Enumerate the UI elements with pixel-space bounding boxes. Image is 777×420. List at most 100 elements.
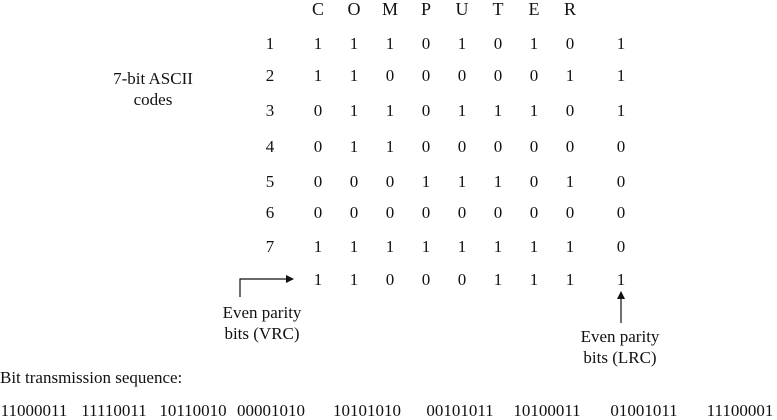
bit-cell: 1	[385, 34, 395, 53]
sequence-byte: 10100011	[513, 401, 581, 420]
ascii-label-line-1: 7-bit ASCII	[113, 69, 193, 88]
row-number: 7	[265, 237, 275, 256]
vrc-bit: 1	[349, 270, 359, 289]
sequence-byte: 11000011	[0, 401, 68, 420]
bit-cell: 1	[421, 172, 431, 191]
bit-cell: 0	[349, 203, 359, 222]
vrc-bit: 1	[493, 270, 503, 289]
bit-cell: 0	[385, 172, 395, 191]
bit-cell: 0	[565, 101, 575, 120]
column-letter: O	[347, 0, 361, 19]
bit-cell: 0	[421, 101, 431, 120]
bit-cell: 0	[349, 172, 359, 191]
vrc-bit: 1	[313, 270, 323, 289]
bit-cell: 0	[421, 66, 431, 85]
vrc-arrow	[239, 275, 294, 297]
bit-cell: 1	[313, 34, 323, 53]
bit-cell: 1	[385, 237, 395, 256]
bit-cell: 1	[349, 237, 359, 256]
bit-cell: 1	[385, 101, 395, 120]
bit-cell: 0	[529, 137, 539, 156]
bit-cell: 1	[529, 34, 539, 53]
bit-cell: 0	[385, 66, 395, 85]
bit-cell: 1	[565, 66, 575, 85]
vrc-bit: 1	[616, 270, 626, 289]
bit-cell: 1	[349, 66, 359, 85]
bit-cell: 0	[565, 203, 575, 222]
bit-cell: 0	[565, 137, 575, 156]
lrc-bit: 1	[616, 34, 626, 53]
bit-cell: 0	[493, 66, 503, 85]
lrc-label-line-1: Even parity	[580, 327, 660, 346]
bit-cell: 1	[457, 237, 467, 256]
column-letter: M	[381, 0, 399, 19]
bit-cell: 0	[313, 137, 323, 156]
bit-cell: 1	[313, 237, 323, 256]
bit-cell: 0	[385, 203, 395, 222]
vrc-bit: 0	[421, 270, 431, 289]
vrc-bit: 1	[565, 270, 575, 289]
sequence-byte: 00001010	[237, 401, 305, 420]
sequence-byte: 11110011	[81, 401, 147, 420]
vrc-label-line-2: bits (VRC)	[224, 324, 300, 344]
vrc-bit: 0	[385, 270, 395, 289]
bit-cell: 0	[493, 203, 503, 222]
sequence-byte: 10101010	[333, 401, 401, 420]
bit-cell: 0	[421, 203, 431, 222]
row-number: 5	[265, 172, 275, 191]
bit-cell: 1	[349, 101, 359, 120]
bit-cell: 1	[421, 237, 431, 256]
bit-cell: 1	[457, 172, 467, 191]
bit-cell: 0	[421, 137, 431, 156]
bit-cell: 1	[313, 66, 323, 85]
vrc-label-line-1: Even parity	[222, 303, 302, 322]
bit-cell: 0	[457, 203, 467, 222]
column-letter: P	[420, 0, 432, 19]
ascii-codes-label: 7-bit ASCII codes	[113, 68, 193, 111]
bit-cell: 1	[565, 237, 575, 256]
bit-cell: 1	[565, 172, 575, 191]
bit-cell: 1	[493, 237, 503, 256]
lrc-bit: 0	[616, 203, 626, 222]
bit-cell: 0	[457, 137, 467, 156]
lrc-bit: 0	[616, 237, 626, 256]
lrc-bit: 1	[616, 101, 626, 120]
vrc-bit: 0	[457, 270, 467, 289]
vrc-label: Even parity bits (VRC)	[223, 302, 302, 345]
row-number: 4	[265, 137, 275, 156]
column-letter: R	[563, 0, 577, 19]
bit-cell: 0	[313, 172, 323, 191]
row-number: 1	[265, 34, 275, 53]
bit-cell: 1	[529, 237, 539, 256]
bit-cell: 1	[385, 137, 395, 156]
bit-cell: 1	[493, 101, 503, 120]
bit-cell: 0	[313, 101, 323, 120]
column-letter: E	[528, 0, 540, 19]
column-letter: T	[492, 0, 504, 19]
bit-cell: 0	[529, 172, 539, 191]
bit-cell: 0	[313, 203, 323, 222]
bit-cell: 1	[349, 137, 359, 156]
sequence-byte: 00101011	[426, 401, 494, 420]
lrc-bit: 0	[616, 172, 626, 191]
lrc-bit: 0	[616, 137, 626, 156]
bit-cell: 1	[457, 101, 467, 120]
bit-cell: 0	[529, 66, 539, 85]
bit-cell: 0	[493, 137, 503, 156]
column-letter: U	[455, 0, 469, 19]
bit-cell: 0	[493, 34, 503, 53]
bit-cell: 1	[493, 172, 503, 191]
bit-cell: 0	[421, 34, 431, 53]
sequence-title: Bit transmission sequence:	[0, 368, 183, 387]
sequence-byte: 01001011	[610, 401, 678, 420]
row-number: 6	[265, 203, 275, 222]
bit-cell: 1	[457, 34, 467, 53]
lrc-bit: 1	[616, 66, 626, 85]
row-number: 3	[265, 101, 275, 120]
lrc-label-line-2: bits (LRC)	[583, 348, 657, 368]
vrc-bit: 1	[529, 270, 539, 289]
lrc-label: Even parity bits (LRC)	[581, 326, 660, 369]
bit-cell: 0	[529, 203, 539, 222]
ascii-label-line-2: codes	[133, 90, 173, 110]
bit-cell: 0	[565, 34, 575, 53]
